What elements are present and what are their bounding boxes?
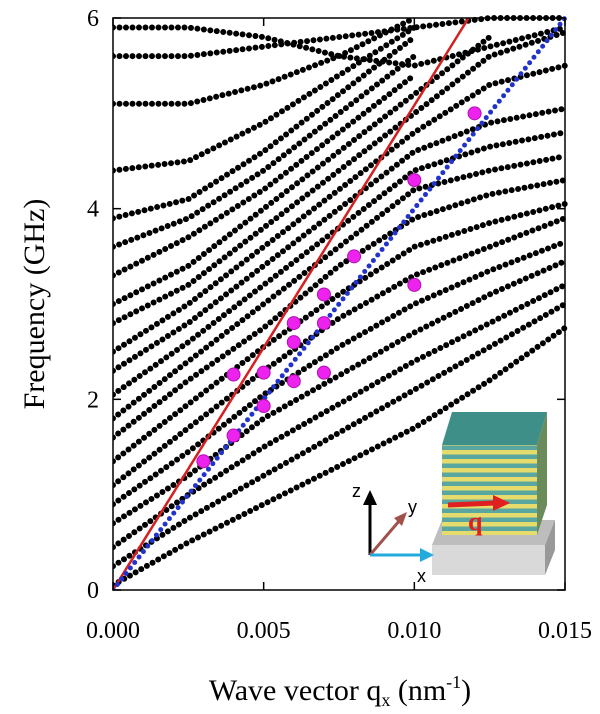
dispersion-branch — [113, 15, 418, 107]
dispersion-branch — [113, 29, 568, 327]
measured-point — [256, 365, 271, 380]
dispersion-branch — [113, 62, 568, 355]
multilayer-side — [537, 412, 547, 535]
measured-point — [256, 399, 271, 414]
x-arrowhead — [420, 548, 434, 562]
q-arrow — [447, 500, 496, 508]
q-label: q — [468, 507, 483, 536]
measured-point — [286, 374, 301, 389]
y-tick-label: 6 — [87, 6, 99, 32]
measured-point — [286, 316, 301, 331]
measured-point — [316, 316, 331, 331]
measured-point — [286, 335, 301, 350]
dispersion-branch — [113, 24, 568, 69]
x-label: x — [417, 566, 426, 586]
y-tick-label: 2 — [87, 387, 99, 413]
x-title-sup: -1 — [446, 672, 461, 692]
dispersion-branch — [113, 281, 568, 551]
x-title-unit: (nm — [390, 674, 446, 707]
dispersion-branch — [113, 200, 568, 465]
dispersion-branch — [113, 324, 568, 589]
substrate-side — [545, 520, 555, 575]
y-label: y — [408, 497, 417, 517]
x-title-close: ) — [461, 674, 471, 707]
measured-point — [407, 277, 422, 292]
y-arrow — [368, 519, 402, 556]
multilayer-front — [442, 445, 537, 535]
dispersion-branch — [113, 239, 568, 508]
dispersion-branch — [113, 34, 418, 222]
inset: z y x q — [352, 412, 555, 586]
x-axis-title: Wave vector qx (nm-1) — [209, 672, 471, 710]
measured-point — [347, 249, 362, 264]
measured-point — [226, 428, 241, 443]
substrate-front — [432, 545, 545, 575]
z-label: z — [352, 481, 361, 501]
dispersion-branch — [113, 105, 568, 374]
measured-point — [316, 287, 331, 302]
dispersion-branch — [113, 15, 568, 60]
dispersion-branch — [113, 72, 418, 279]
q-arrowhead — [493, 495, 510, 511]
dispersion-branch — [113, 301, 568, 570]
measured-point — [407, 173, 422, 188]
measured-point — [196, 454, 211, 469]
z-arrowhead — [363, 490, 377, 505]
measured-point — [226, 367, 241, 382]
x-tick-label: 0.015 — [538, 618, 592, 644]
y-axis-title: Frequency (GHz) — [18, 199, 51, 410]
dispersion-branch — [113, 153, 568, 422]
plot-area: 0 2 4 6 0.000 0.005 0.010 0.015 — [86, 6, 592, 644]
x-tick-label: 0.010 — [387, 618, 441, 644]
x-tick-label: 0.005 — [237, 618, 291, 644]
x-tick-label: 0.000 — [86, 618, 140, 644]
dispersion-branch — [113, 258, 568, 527]
y-arrowhead — [394, 512, 407, 526]
x-title-sub: x — [381, 690, 390, 710]
x-title-text: Wave vector q — [209, 674, 382, 707]
y-tick-label: 0 — [87, 578, 99, 604]
multilayer-top — [442, 412, 547, 445]
data-layer — [113, 15, 568, 590]
sound-line-dotted — [113, 15, 568, 590]
y-tick-label: 4 — [87, 197, 99, 223]
sound-line — [113, 17, 470, 590]
measured-point — [316, 365, 331, 380]
dispersion-branch — [113, 177, 568, 441]
dispersion-branch — [113, 53, 418, 250]
measured-point — [467, 106, 482, 121]
dispersion-branch — [113, 215, 568, 489]
plot-frame — [112, 17, 566, 591]
